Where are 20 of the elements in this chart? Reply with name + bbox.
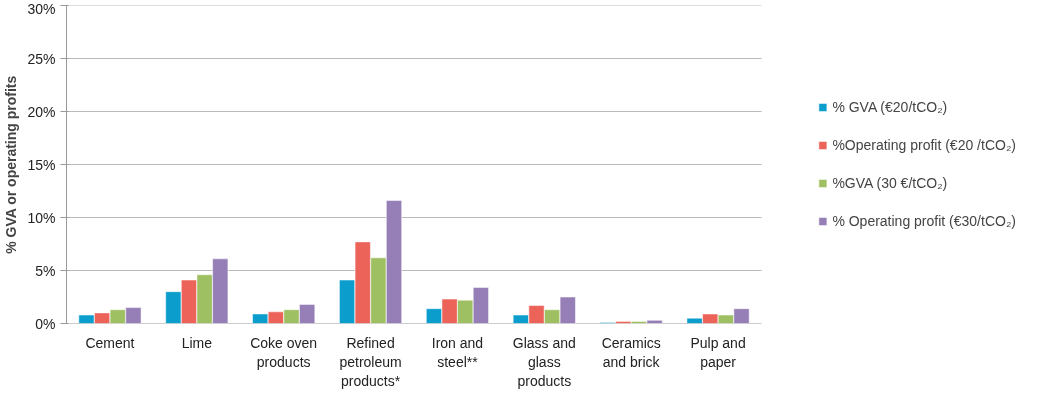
x-tick-label: Glass and glass products [512,334,576,389]
y-axis-title: % GVA or operating profits [3,75,20,254]
x-tick-label: Lime [181,334,213,351]
legend-label: % Operating profit (€30/tCO₂) [832,213,1016,229]
y-tick-label: 15% [27,156,56,173]
y-tick-label: 20% [27,103,56,120]
x-tick-label: Cement [85,334,135,351]
legend-label: % GVA (€20/tCO₂) [832,99,948,115]
x-tick-label: Ceramics and brick [601,334,661,370]
y-tick-label: 30% [27,0,56,17]
legend-label: %Operating profit (€20 /tCO₂) [832,137,1016,153]
y-tick-label: 25% [27,50,56,67]
x-tick-label: Iron and steel** [431,334,484,370]
y-tick-label: 5% [35,262,56,279]
y-tick-label: 10% [27,209,56,226]
x-tick-label: Pulp and paper [690,334,746,370]
y-tick-label: 0% [35,315,56,332]
x-tick-label: Refined petroleum products* [339,334,402,389]
legend-label: %GVA (30 €/tCO₂) [832,175,948,191]
x-tick-label: Coke oven products [250,334,318,370]
